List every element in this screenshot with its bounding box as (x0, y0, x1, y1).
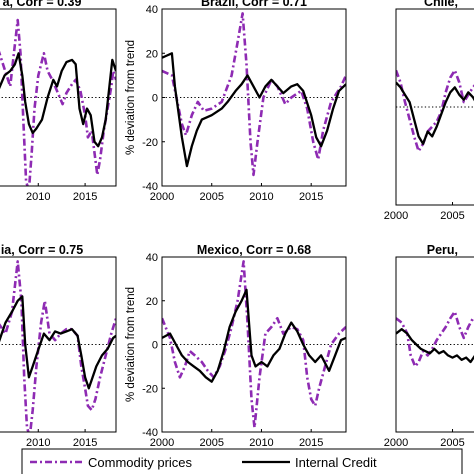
y-tick-label: -20 (142, 137, 158, 149)
y-tick-label: 40 (146, 252, 158, 264)
panel-title: a, Corr = 0.39 (3, 0, 82, 9)
internal-credit-line (162, 288, 346, 383)
x-tick-label: 2005 (440, 437, 464, 449)
x-tick-label: 2010 (26, 191, 50, 203)
axes-frame (395, 8, 474, 206)
y-tick-label: 0 (152, 93, 158, 105)
panel-2: Brazil, Corr = 0.71 % deviation from tren… (125, 0, 347, 203)
y-tick-label: 20 (146, 296, 158, 308)
commodity-prices-line (396, 310, 474, 368)
x-tick-label: 2000 (150, 437, 174, 449)
y-tick-label: 20 (146, 48, 158, 60)
panel-4: ia, Corr = 0.75 2010 2015 (0, 243, 117, 449)
x-tick-label: 2005 (199, 437, 223, 449)
y-tick-label: -20 (142, 383, 158, 395)
legend: Commodity prices Internal Credit (21, 448, 463, 474)
internal-credit-line (0, 52, 116, 148)
x-tick-label: 2015 (73, 191, 97, 203)
axes-frame (0, 8, 117, 187)
x-tick-label: 2015 (73, 437, 97, 449)
panel-title: Peru, (427, 243, 458, 257)
commodity-prices-line (396, 69, 474, 153)
panel-5: Mexico, Corr = 0.68 % deviation from tren… (125, 243, 347, 449)
panel-6: Peru, 2000 2005 (384, 243, 474, 449)
internal-credit-line (396, 328, 474, 364)
y-tick-label: 0 (152, 340, 158, 352)
x-tick-label: 2010 (249, 437, 273, 449)
y-tick-label: 40 (146, 4, 158, 16)
y-tick-label: -40 (142, 181, 158, 193)
x-tick-label: 2005 (440, 210, 464, 222)
x-tick-label: 2010 (26, 437, 50, 449)
axes-frame (0, 256, 117, 433)
commodity-prices-line (0, 260, 116, 432)
x-tick-label: 2000 (384, 210, 408, 222)
x-tick-label: 2000 (384, 437, 408, 449)
x-tick-label: 2015 (299, 437, 323, 449)
internal-credit-line (0, 295, 116, 390)
y-tick-label: -40 (142, 427, 158, 439)
panel-title: Chile, (424, 0, 458, 9)
x-tick-label: 2015 (299, 191, 323, 203)
panel-1: a, Corr = 0.39 2010 2015 (0, 0, 117, 203)
panel-title: Mexico, Corr = 0.68 (197, 243, 311, 257)
internal-credit-line (162, 52, 346, 168)
panel-3: Chile, 2000 2005 (384, 0, 474, 222)
commodity-prices-line (0, 18, 116, 186)
y-axis-label: % deviation from trend (125, 287, 137, 402)
internal-credit-line (396, 81, 474, 145)
axes-frame (161, 256, 347, 433)
x-tick-label: 2010 (249, 191, 273, 203)
legend-credit-label: Internal Credit (295, 455, 377, 470)
commodity-prices-line (162, 12, 346, 177)
commodity-prices-line (162, 260, 346, 429)
legend-commodity-label: Commodity prices (88, 455, 193, 470)
panel-title: Brazil, Corr = 0.71 (201, 0, 307, 9)
x-tick-label: 2000 (150, 191, 174, 203)
panel-title: ia, Corr = 0.75 (1, 243, 83, 257)
x-tick-label: 2005 (199, 191, 223, 203)
y-axis-label: % deviation from trend (125, 40, 137, 155)
axes-frame (395, 256, 474, 433)
